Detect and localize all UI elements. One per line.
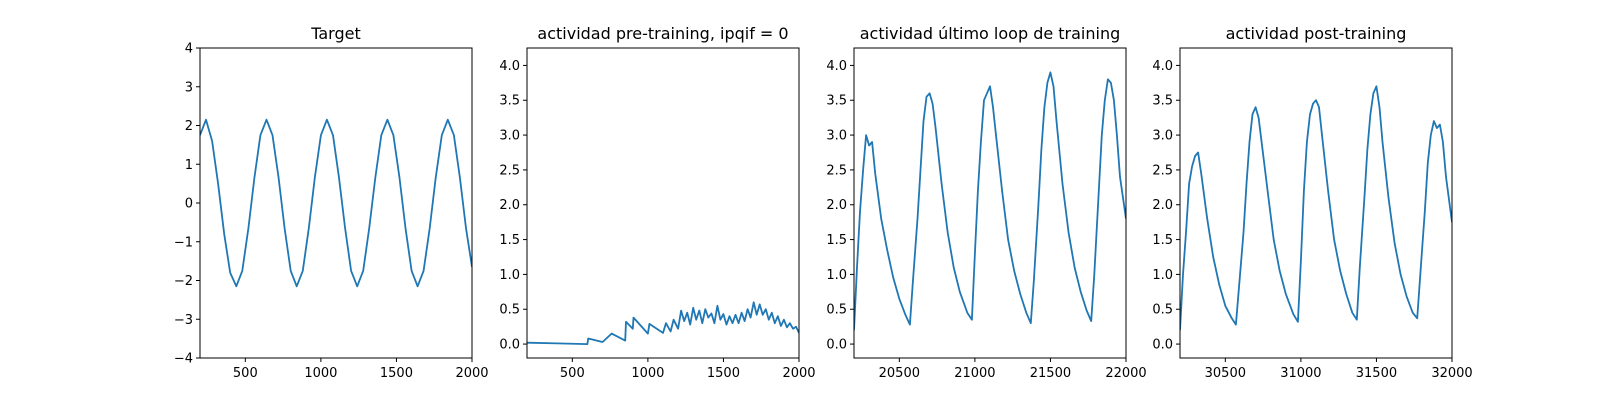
chart-title: Target <box>310 24 361 43</box>
x-tick-label: 2000 <box>455 366 488 381</box>
x-tick-label: 1000 <box>304 366 337 381</box>
axes-frame <box>853 47 1127 359</box>
y-tick-label: 2.5 <box>826 163 847 178</box>
x-tick-label: 22000 <box>1105 366 1146 381</box>
y-tick-label: 3.5 <box>499 94 520 109</box>
y-tick-label: −1 <box>174 235 193 250</box>
y-tick-label: 2.5 <box>499 163 520 178</box>
y-tick-label: −4 <box>174 352 193 367</box>
y-tick-label: 4.0 <box>499 59 520 74</box>
y-tick-label: 1.5 <box>499 233 520 248</box>
x-tick-label: 1500 <box>707 366 740 381</box>
chart-panel-2: actividad pre-training, ipqif = 0 500 1000… <box>499 24 815 381</box>
chart-title: actividad pre-training, ipqif = 0 <box>537 24 788 43</box>
y-tick-label: 2.0 <box>499 198 520 213</box>
y-tick-label: 3 <box>185 80 193 95</box>
series-line-1 <box>854 71 1126 331</box>
chart-panel-1: Target 500 1000 1500 2000 −4 −3 −2 −1 0 1 2 3 4 <box>174 24 489 381</box>
y-tick-label: 0.0 <box>499 338 520 353</box>
y-tick-label: 0.5 <box>826 303 847 318</box>
x-tick-label: 21000 <box>954 366 995 381</box>
y-tick-label: 4.0 <box>1152 59 1173 74</box>
chart-title: actividad post-training <box>1226 24 1407 43</box>
series-line-1 <box>200 118 472 288</box>
axes-frame <box>1179 47 1453 359</box>
y-tick-label: 3.5 <box>826 94 847 109</box>
x-tick-label: 1500 <box>380 366 413 381</box>
y-tick-label: 0.5 <box>499 303 520 318</box>
x-tick-label: 31500 <box>1356 366 1397 381</box>
y-tick-label: 0.0 <box>1152 338 1173 353</box>
chart-panel-4: actividad post-training 30500 31000 31500 32… <box>1152 24 1472 381</box>
x-tick-label: 500 <box>560 366 585 381</box>
chart-title: actividad último loop de training <box>860 24 1121 43</box>
y-tick-label: 3.0 <box>826 129 847 144</box>
y-tick-label: 1.0 <box>499 268 520 283</box>
y-tick-label: 2.0 <box>826 198 847 213</box>
axes-frame <box>526 47 800 359</box>
x-tick-label: 20500 <box>879 366 920 381</box>
series-line-1 <box>527 301 799 346</box>
x-tick-label: 21500 <box>1030 366 1071 381</box>
y-tick-label: −3 <box>174 313 193 328</box>
y-tick-label: 1.5 <box>826 233 847 248</box>
y-tick-label: 1 <box>185 158 193 173</box>
y-tick-label: 1.0 <box>1152 268 1173 283</box>
x-tick-label: 30500 <box>1205 366 1246 381</box>
y-tick-label: 1.0 <box>826 268 847 283</box>
y-tick-label: 4 <box>185 42 193 57</box>
y-tick-label: 2 <box>185 119 193 134</box>
chart-panel-3: actividad último loop de training 20500 21… <box>826 24 1146 381</box>
y-tick-label: 3.0 <box>499 129 520 144</box>
series-line-1 <box>1180 85 1452 331</box>
x-tick-label: 2000 <box>782 366 815 381</box>
y-tick-label: 0.0 <box>826 338 847 353</box>
y-tick-label: 0 <box>185 197 193 212</box>
y-tick-label: −2 <box>174 274 193 289</box>
x-tick-label: 32000 <box>1431 366 1472 381</box>
panels: Target 500 1000 1500 2000 −4 −3 −2 −1 0 1 2 3 4 activi… <box>174 24 1473 381</box>
x-tick-label: 31000 <box>1280 366 1321 381</box>
y-tick-label: 0.5 <box>1152 303 1173 318</box>
x-tick-label: 500 <box>233 366 258 381</box>
x-tick-label: 1000 <box>631 366 664 381</box>
y-tick-label: 2.0 <box>1152 198 1173 213</box>
y-tick-label: 4.0 <box>826 59 847 74</box>
y-tick-label: 3.0 <box>1152 129 1173 144</box>
y-tick-label: 2.5 <box>1152 163 1173 178</box>
y-tick-label: 3.5 <box>1152 94 1173 109</box>
y-tick-label: 1.5 <box>1152 233 1173 248</box>
